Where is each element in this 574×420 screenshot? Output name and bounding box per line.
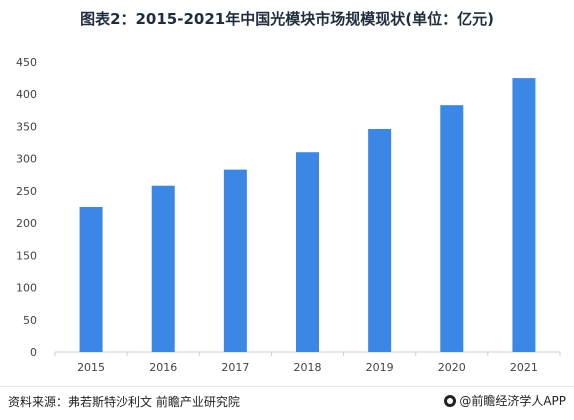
y-tick-label: 300 (16, 153, 37, 166)
source-note: 资料来源：弗若斯特沙利文 前瞻产业研究院 (8, 395, 240, 409)
bar-2017 (223, 169, 247, 352)
y-tick-label: 0 (30, 346, 37, 359)
y-tick-label: 350 (16, 120, 37, 133)
bar-2015 (79, 207, 103, 352)
y-tick-label: 250 (16, 185, 37, 198)
bar-2016 (151, 185, 175, 352)
brand-label: @前瞻经济学人APP (459, 394, 566, 408)
x-tick-label: 2016 (149, 361, 177, 374)
chart-title: 图表2：2015-2021年中国光模块市场规模现状(单位：亿元) (80, 10, 494, 28)
y-tick-label: 100 (16, 282, 37, 295)
x-tick-label: 2020 (438, 361, 466, 374)
x-tick-label: 2017 (221, 361, 249, 374)
bars (79, 78, 536, 352)
bar-2019 (368, 129, 392, 352)
bar-2018 (296, 152, 319, 352)
x-tick-label: 2015 (77, 361, 105, 374)
brand-logo-icon (444, 394, 457, 407)
x-tick-label: 2018 (294, 361, 322, 374)
x-tick-label: 2021 (510, 361, 538, 374)
x-axis: 2015 2016 2017 2018 2019 2020 2021 (54, 351, 561, 374)
bar-2020 (440, 105, 464, 352)
y-tick-label: 400 (16, 88, 37, 101)
y-tick-label: 50 (23, 314, 37, 327)
y-axis: 0 50 100 150 200 250 300 350 400 450 (16, 56, 37, 359)
y-tick-label: 150 (16, 249, 37, 262)
y-tick-label: 450 (16, 56, 37, 69)
bar-2021 (512, 78, 536, 352)
brand-attribution: @前瞻经济学人APP (444, 392, 566, 409)
y-tick-label: 200 (16, 217, 37, 230)
footer-divider (0, 386, 574, 387)
x-tick-label: 2019 (366, 361, 394, 374)
